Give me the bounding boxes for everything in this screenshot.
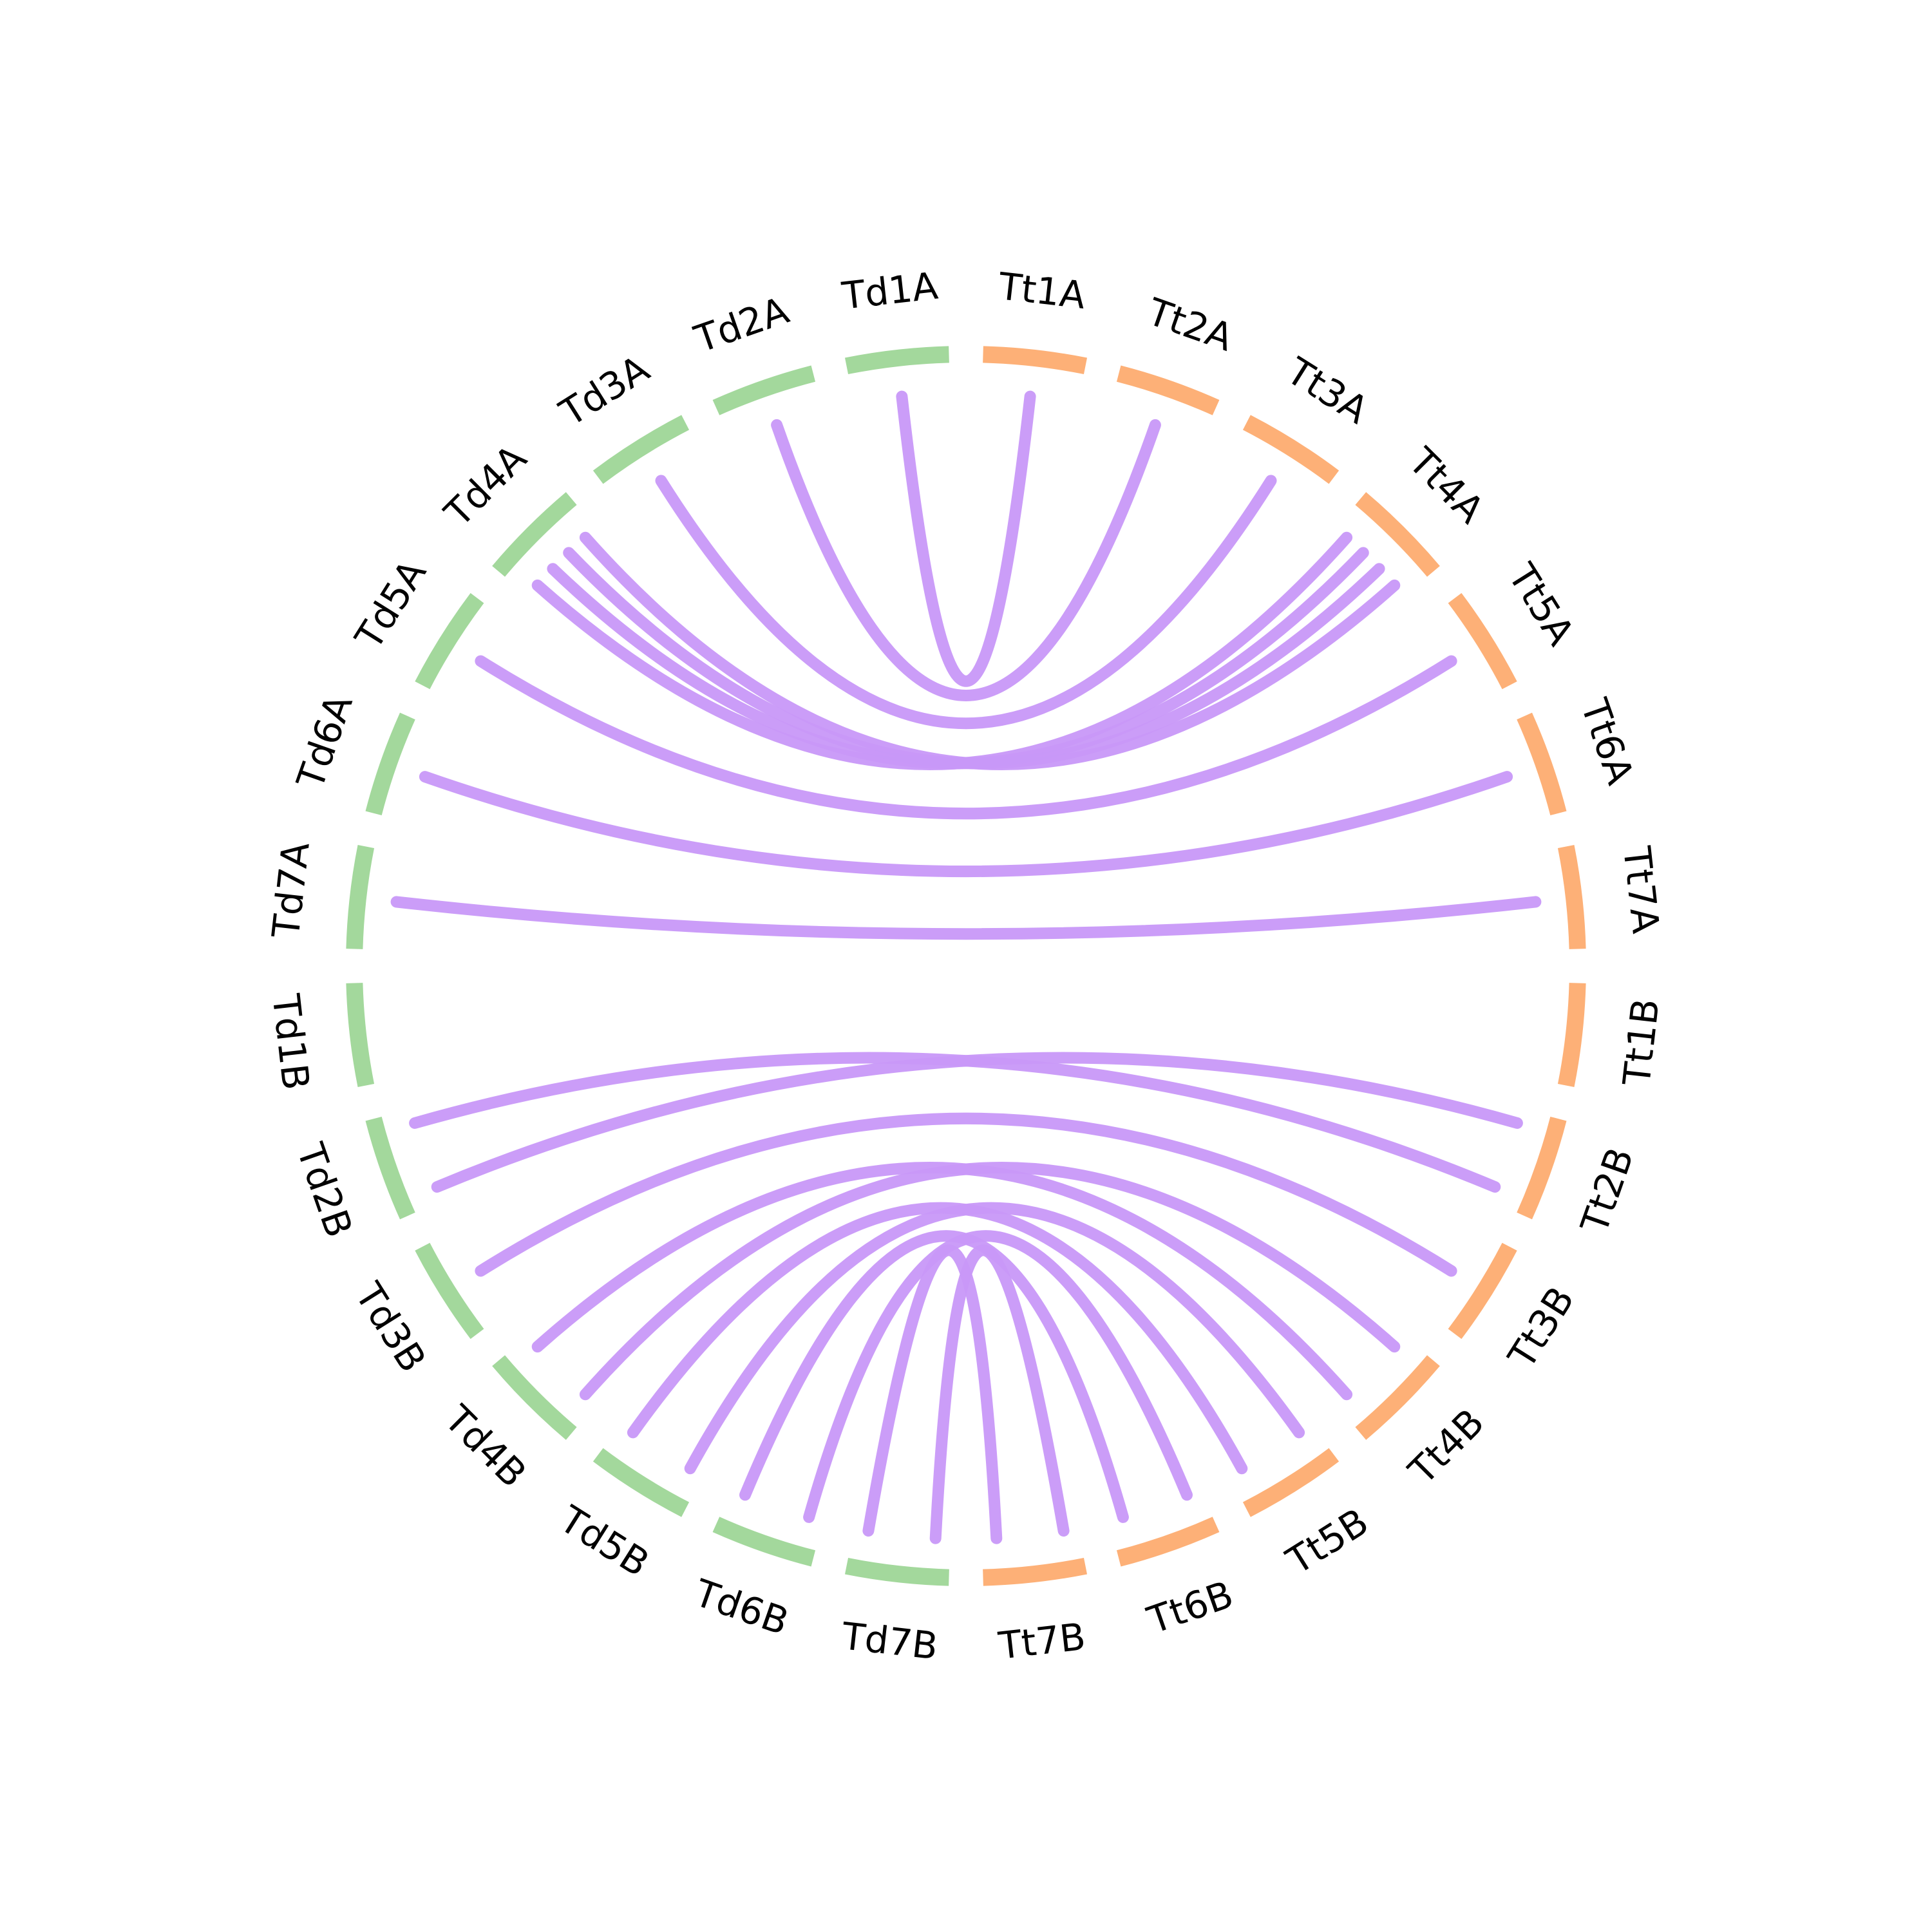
label-tt3a: Tt3A [1278, 349, 1376, 433]
label-tt4a: Tt4A [1400, 439, 1493, 532]
segment-td2b [365, 1116, 415, 1220]
label-tt2a: Tt2A [1142, 290, 1239, 360]
label-tt5b: Tt5B [1278, 1500, 1376, 1584]
segment-td3a [592, 415, 690, 484]
link-td4b-tt4b [531, 1162, 1353, 1401]
segment-tt4a [1355, 492, 1440, 577]
link-td1a-tt1a [896, 390, 1036, 687]
segment-tt5a [1448, 592, 1517, 690]
segment-td6a [365, 712, 415, 816]
segment-tt1a [983, 346, 1088, 375]
segment-td3b [415, 1242, 484, 1340]
segment-td7b [844, 1557, 949, 1586]
label-td1b: Td1B [263, 991, 317, 1092]
label-tt5a: Tt5A [1499, 556, 1583, 653]
segment-tt3b [1448, 1242, 1517, 1340]
label-tt3b: Tt3B [1499, 1279, 1583, 1376]
link-td4a-tt4a [579, 531, 1401, 770]
label-td5a: Td5A [346, 552, 435, 657]
links-layer [390, 390, 1542, 1544]
label-tt4b: Tt4B [1400, 1400, 1493, 1493]
link-td5a-tt5a [475, 655, 1457, 820]
segment-tt6a [1517, 712, 1567, 816]
link-td6b-tt6b [739, 1230, 1129, 1523]
segment-td1a [844, 346, 949, 375]
label-td3a: Td3A [552, 346, 657, 435]
label-td2b: Td2B [288, 1137, 361, 1243]
link-td6a-tt6a [419, 771, 1513, 878]
label-tt6a: Tt6A [1572, 693, 1642, 790]
label-td7a: Td7A [263, 840, 317, 941]
label-td4b: Td4B [436, 1397, 535, 1496]
label-td2a: Td2A [688, 288, 794, 361]
label-td6b: Td6B [688, 1571, 794, 1644]
label-td7b: Td7B [839, 1614, 940, 1668]
label-tt7b: Tt7B [996, 1615, 1088, 1668]
link-td2b-tt2b [409, 1052, 1501, 1193]
link-td3a-tt3a [655, 475, 1277, 729]
link-td5b-tt5b [627, 1202, 1248, 1475]
link-td6b-tt6b [803, 1230, 1193, 1523]
link-td3b-tt3b [475, 1112, 1457, 1277]
link-td7b-tt7b [929, 1244, 1070, 1544]
segment-td2a [712, 365, 816, 415]
link-td7a-tt7a [390, 896, 1542, 940]
segment-tt7a [1557, 844, 1586, 949]
segment-tt4b [1355, 1355, 1440, 1440]
link-td2a-tt2a [771, 419, 1161, 701]
segment-tt2b [1517, 1116, 1567, 1220]
segment-tt1b [1557, 983, 1586, 1088]
label-tt7a: Tt7A [1615, 844, 1668, 936]
link-td4a-tt4a [563, 547, 1385, 770]
segment-td5a [415, 592, 484, 690]
label-td3b: Td3B [346, 1274, 435, 1379]
segment-tt6b [1116, 1517, 1220, 1567]
label-td1a: Td1A [839, 263, 940, 317]
label-td6a: Td6A [288, 689, 361, 795]
link-td4a-tt4a [547, 547, 1369, 770]
label-td5b: Td5B [552, 1497, 657, 1585]
segments-layer [346, 346, 1586, 1586]
link-td4b-tt4b [579, 1162, 1401, 1401]
segment-td5b [592, 1448, 690, 1517]
segment-td7a [346, 844, 375, 949]
segment-tt3a [1242, 415, 1340, 484]
segment-td4b [492, 1355, 577, 1440]
segment-tt2a [1116, 365, 1220, 415]
label-td4a: Td4A [436, 436, 535, 535]
segment-tt7b [983, 1557, 1088, 1586]
segment-td1b [346, 983, 375, 1088]
segment-td6b [712, 1517, 816, 1567]
segment-tt5b [1242, 1448, 1340, 1517]
label-tt1a: Tt1A [996, 264, 1088, 317]
label-tt6b: Tt6B [1142, 1572, 1239, 1642]
label-tt1b: Tt1B [1615, 996, 1668, 1088]
link-td7b-tt7b [862, 1244, 1003, 1544]
segment-td4a [492, 492, 577, 577]
label-tt2b: Tt2B [1572, 1142, 1642, 1240]
